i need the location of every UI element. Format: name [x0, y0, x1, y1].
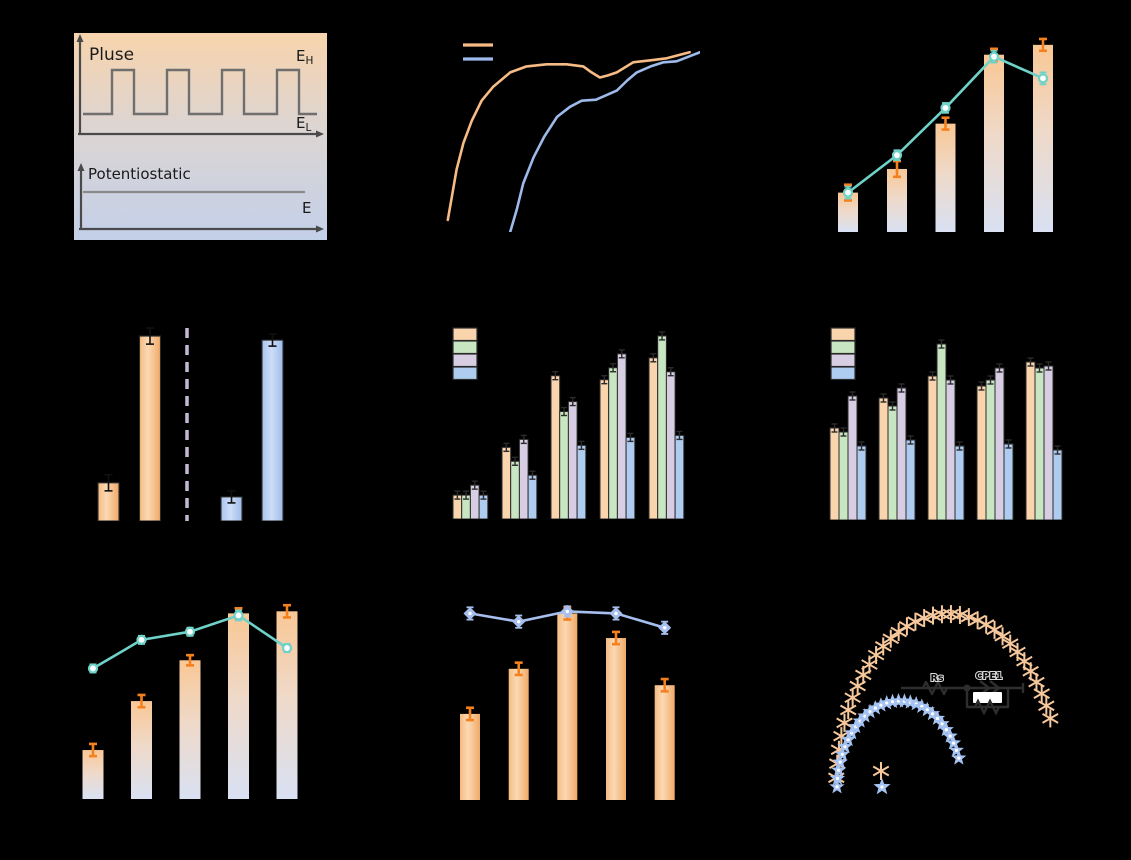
rs-label: Rs: [931, 673, 944, 684]
panel-g-bar-line-chart: [82, 603, 298, 799]
resistor-rct-symbol: [973, 698, 1001, 716]
eh-label: EH: [296, 47, 313, 67]
potentiostatic-label: Potentiostatic: [88, 165, 191, 183]
panel-f-grouped-bars: [829, 327, 1063, 520]
panel-d-comparison-bars: [97, 327, 284, 521]
potentiostatic-axes: [79, 168, 319, 231]
pulse-yaxis-arrowhead: [76, 34, 84, 42]
cpe-label: CPE1: [975, 671, 1002, 682]
resistor-rs-symbol: [921, 680, 949, 696]
pulse-label: Pluse: [89, 45, 134, 65]
panel-b-activation-curves: [446, 43, 700, 232]
pulse-xaxis-arrowhead: [316, 130, 324, 138]
panel-a-schematic: Pluse EH EL Potentiostatic E: [74, 33, 327, 240]
pulse-axes: [78, 39, 319, 136]
el-label: EL: [296, 114, 311, 134]
panel-i-nyquist-plot: [827, 605, 1059, 795]
e-label: E: [302, 199, 311, 217]
pulse-waveform: [83, 68, 317, 116]
circuit-node-dot: [963, 684, 971, 692]
circuit-label-box: [973, 692, 1002, 703]
panel-c-bar-line-chart: [838, 37, 1053, 232]
potentiostatic-xaxis-arrowhead: [316, 225, 324, 233]
potentiostatic-yaxis-arrowhead: [77, 163, 85, 171]
equivalent-circuit-inset: Rs CPE1: [901, 670, 1025, 716]
schematic-background: [74, 33, 327, 240]
panel-e-grouped-bars: [452, 327, 685, 519]
panel-h-bar-line-chart: [460, 604, 675, 800]
